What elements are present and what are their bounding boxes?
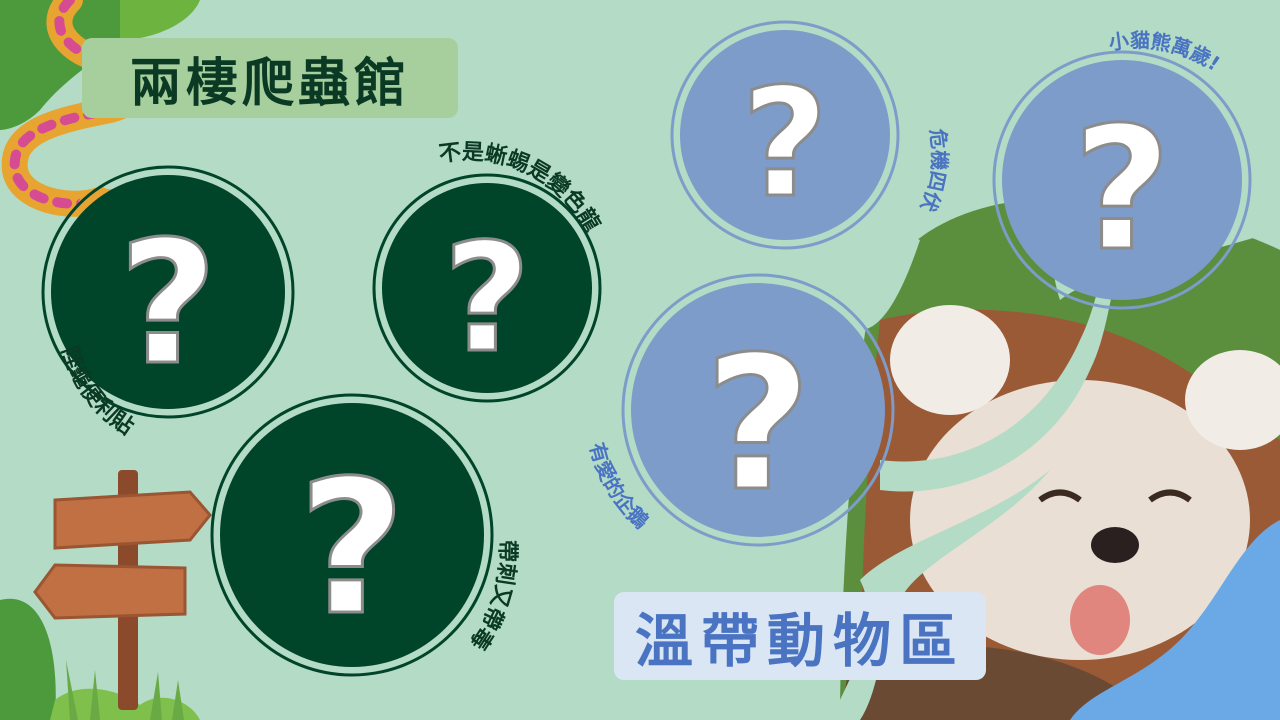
circle-fill	[51, 175, 285, 409]
temperate-topic-penguin[interactable]: ?	[621, 273, 895, 547]
temperate-topic-danger[interactable]: ?	[670, 20, 900, 250]
circle-fill	[631, 283, 885, 537]
signpost-board-outline	[33, 563, 187, 620]
temperate-section-title: 溫帶動物區	[614, 592, 986, 680]
panda-ear-left	[890, 305, 1010, 415]
circle-outline	[992, 50, 1252, 310]
panda-nose	[1091, 527, 1139, 563]
circle-outline	[621, 273, 895, 547]
circle-outline	[670, 20, 900, 250]
question-mark-icon: ?	[1073, 91, 1172, 289]
circle-fill	[680, 30, 890, 240]
panda-eye	[1148, 489, 1192, 503]
bush-shape	[0, 598, 56, 720]
question-mark-icon: ?	[741, 57, 828, 231]
signpost-board-outline	[53, 490, 212, 550]
circle-fill	[382, 183, 592, 393]
circle-fill	[1002, 60, 1242, 300]
reptile-topic-venomous[interactable]: ?	[210, 393, 494, 677]
circle-fill	[220, 403, 484, 667]
reptile-topic-turtle[interactable]: ?	[41, 165, 295, 419]
circle-outline	[210, 393, 494, 677]
signpost-board	[55, 492, 210, 548]
temperate-label-danger: 危機四伏	[916, 127, 952, 215]
signpost-board	[35, 565, 185, 618]
reptile-topic-chameleon[interactable]: ?	[372, 173, 602, 403]
mint-curve	[860, 236, 920, 330]
question-mark-icon: ?	[443, 212, 530, 386]
temperate-topic-red-panda[interactable]: ?	[992, 50, 1252, 310]
circle-outline	[372, 173, 602, 403]
question-mark-icon: ?	[298, 440, 405, 656]
grass-blades	[66, 660, 184, 720]
panda-eye	[1038, 489, 1082, 503]
leaf-shape	[120, 0, 200, 40]
blue-blob	[1070, 520, 1280, 720]
panda-ear-right	[1185, 350, 1280, 450]
panda-tongue	[1070, 585, 1130, 655]
question-mark-icon: ?	[119, 205, 218, 403]
reptile-section-title: 兩棲爬蟲館	[82, 38, 458, 118]
question-mark-icon: ?	[704, 316, 811, 532]
circle-outline	[41, 165, 295, 419]
mint-curve	[880, 230, 1130, 492]
